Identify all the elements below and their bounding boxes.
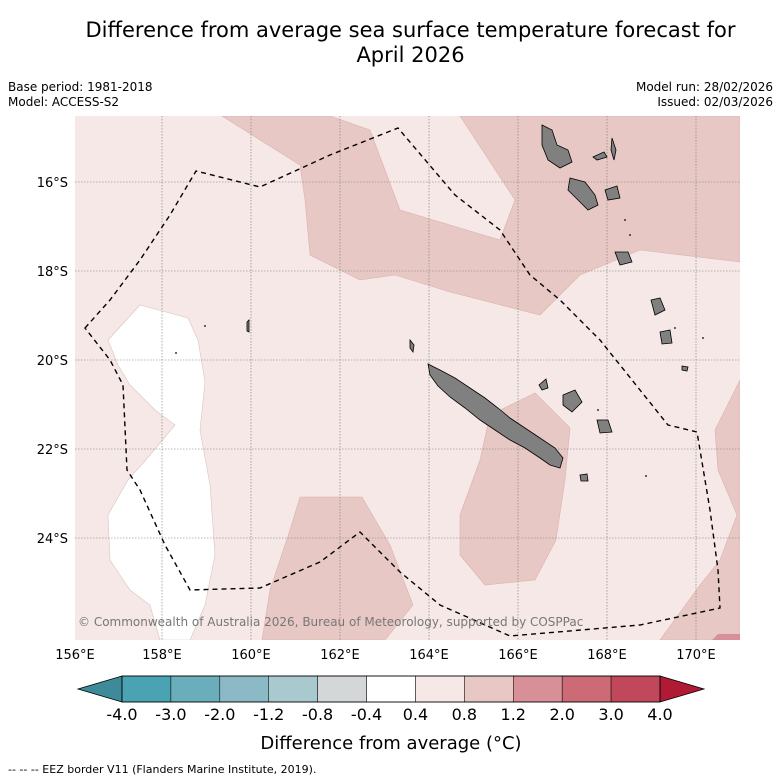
anomaly-region-north [221,116,740,316]
lon-label-160e: 160°E [231,648,271,663]
lat-label-22s: 22°S [37,443,68,458]
lat-label-20s: 20°S [37,354,68,369]
colorbar-over-arrow [659,675,706,703]
colorbar-segment [513,675,563,703]
colorbar-segment [610,675,661,703]
land-ambae [592,151,608,161]
map-area [75,116,740,640]
colorbar-outline [121,675,661,703]
title-line-2: April 2026 [356,43,465,67]
map-grid [75,116,740,640]
colorbar-segment [268,675,318,703]
land-pentecost [610,137,617,161]
land-masses [246,124,689,482]
colorbar-tick-label: -3.0 [155,705,186,724]
land-efate [604,185,621,201]
land-espiritu-santo [541,124,573,169]
title-line-1: Difference from average sea surface temp… [85,18,736,42]
anomaly-region-east [659,379,740,640]
colorbar-segment [219,675,269,703]
eez-border [84,127,721,637]
lon-label-170e: 170°E [676,648,716,663]
colorbar-tick-label: 2.0 [549,705,574,724]
lat-label-18s: 18°S [37,265,68,280]
lat-label-16s: 16°S [37,176,68,191]
colorbar-segment [561,675,612,703]
land-aneityum [659,329,673,345]
model-name: Model: ACCESS-S2 [8,95,120,109]
land-isle-of-pines [579,473,589,482]
lon-label-168e: 168°E [587,648,627,663]
colorbar-tick-label: -0.8 [302,705,333,724]
colorbar: -4.0 -3.0 -2.0 -1.2 -0.8 -0.4 0.4 0.8 1.2 2.0 3.0 4… [76,675,706,754]
colorbar-tick-label: 0.4 [403,705,428,724]
anomaly-region-corner [712,634,740,640]
land-belep [409,338,415,354]
land-matthew [681,365,689,372]
eez-legend-note: -- -- -- EEZ border V11 (Flanders Marine… [8,763,317,776]
colorbar-tick-label: -1.2 [253,705,284,724]
land-ouvea [538,378,549,391]
land-erromango [614,251,633,266]
base-period: Base period: 1981-2018 [8,80,153,94]
colorbar-under-arrow [76,675,123,703]
colorbar-tick-label: 4.0 [647,705,672,724]
colorbar-tick-label: 0.8 [452,705,477,724]
meta-right: Model run: 28/02/2026 Issued: 02/03/2026 [636,80,773,110]
lon-label-164e: 164°E [409,648,449,663]
anomaly-region-southcentral [261,496,414,640]
lon-label-166e: 166°E [498,648,538,663]
colorbar-tick-label: -0.4 [351,705,382,724]
colorbar-segment [121,675,172,703]
colorbar-segment [317,675,367,703]
land-new-caledonia [427,363,564,469]
colorbar-label: Difference from average (°C) [260,733,521,754]
land-chesterfield [246,319,250,333]
lat-label-24s: 24°S [37,532,68,547]
lon-label-158e: 158°E [142,648,182,663]
colorbar-segments [121,675,661,703]
colorbar-tick-label: 1.2 [501,705,526,724]
colorbar-segment [366,675,416,703]
colorbar-segment [170,675,221,703]
colorbar-segment [415,675,465,703]
meta-left: Base period: 1981-2018 Model: ACCESS-S2 [8,80,153,110]
colorbar-segment [464,675,514,703]
land-lifou [562,389,583,413]
colorbar-tick-label: -4.0 [106,705,137,724]
issued-date: Issued: 02/03/2026 [657,95,773,109]
anomaly-region-neutral-west [107,304,216,640]
lon-labels: 156°E 158°E 160°E 162°E 164°E 166°E 168°… [55,648,716,663]
copyright-text: © Commonwealth of Australia 2026, Bureau… [78,615,583,629]
small-islets [175,219,704,477]
lat-labels: 16°S 18°S 20°S 22°S 24°S [37,176,68,547]
lon-label-162e: 162°E [320,648,360,663]
map-title: Difference from average sea surface temp… [40,18,781,68]
lon-label-156e: 156°E [55,648,95,663]
model-run: Model run: 28/02/2026 [635,80,773,94]
colorbar-tick-label: -2.0 [204,705,235,724]
colorbar-tick-label: 3.0 [598,705,623,724]
land-tanna [650,297,666,316]
land-malekula [567,177,599,211]
colorbar-ticks: -4.0 -3.0 -2.0 -1.2 -0.8 -0.4 0.4 0.8 1.2 2.0 3.0 4… [106,705,672,724]
land-mare [596,419,613,434]
